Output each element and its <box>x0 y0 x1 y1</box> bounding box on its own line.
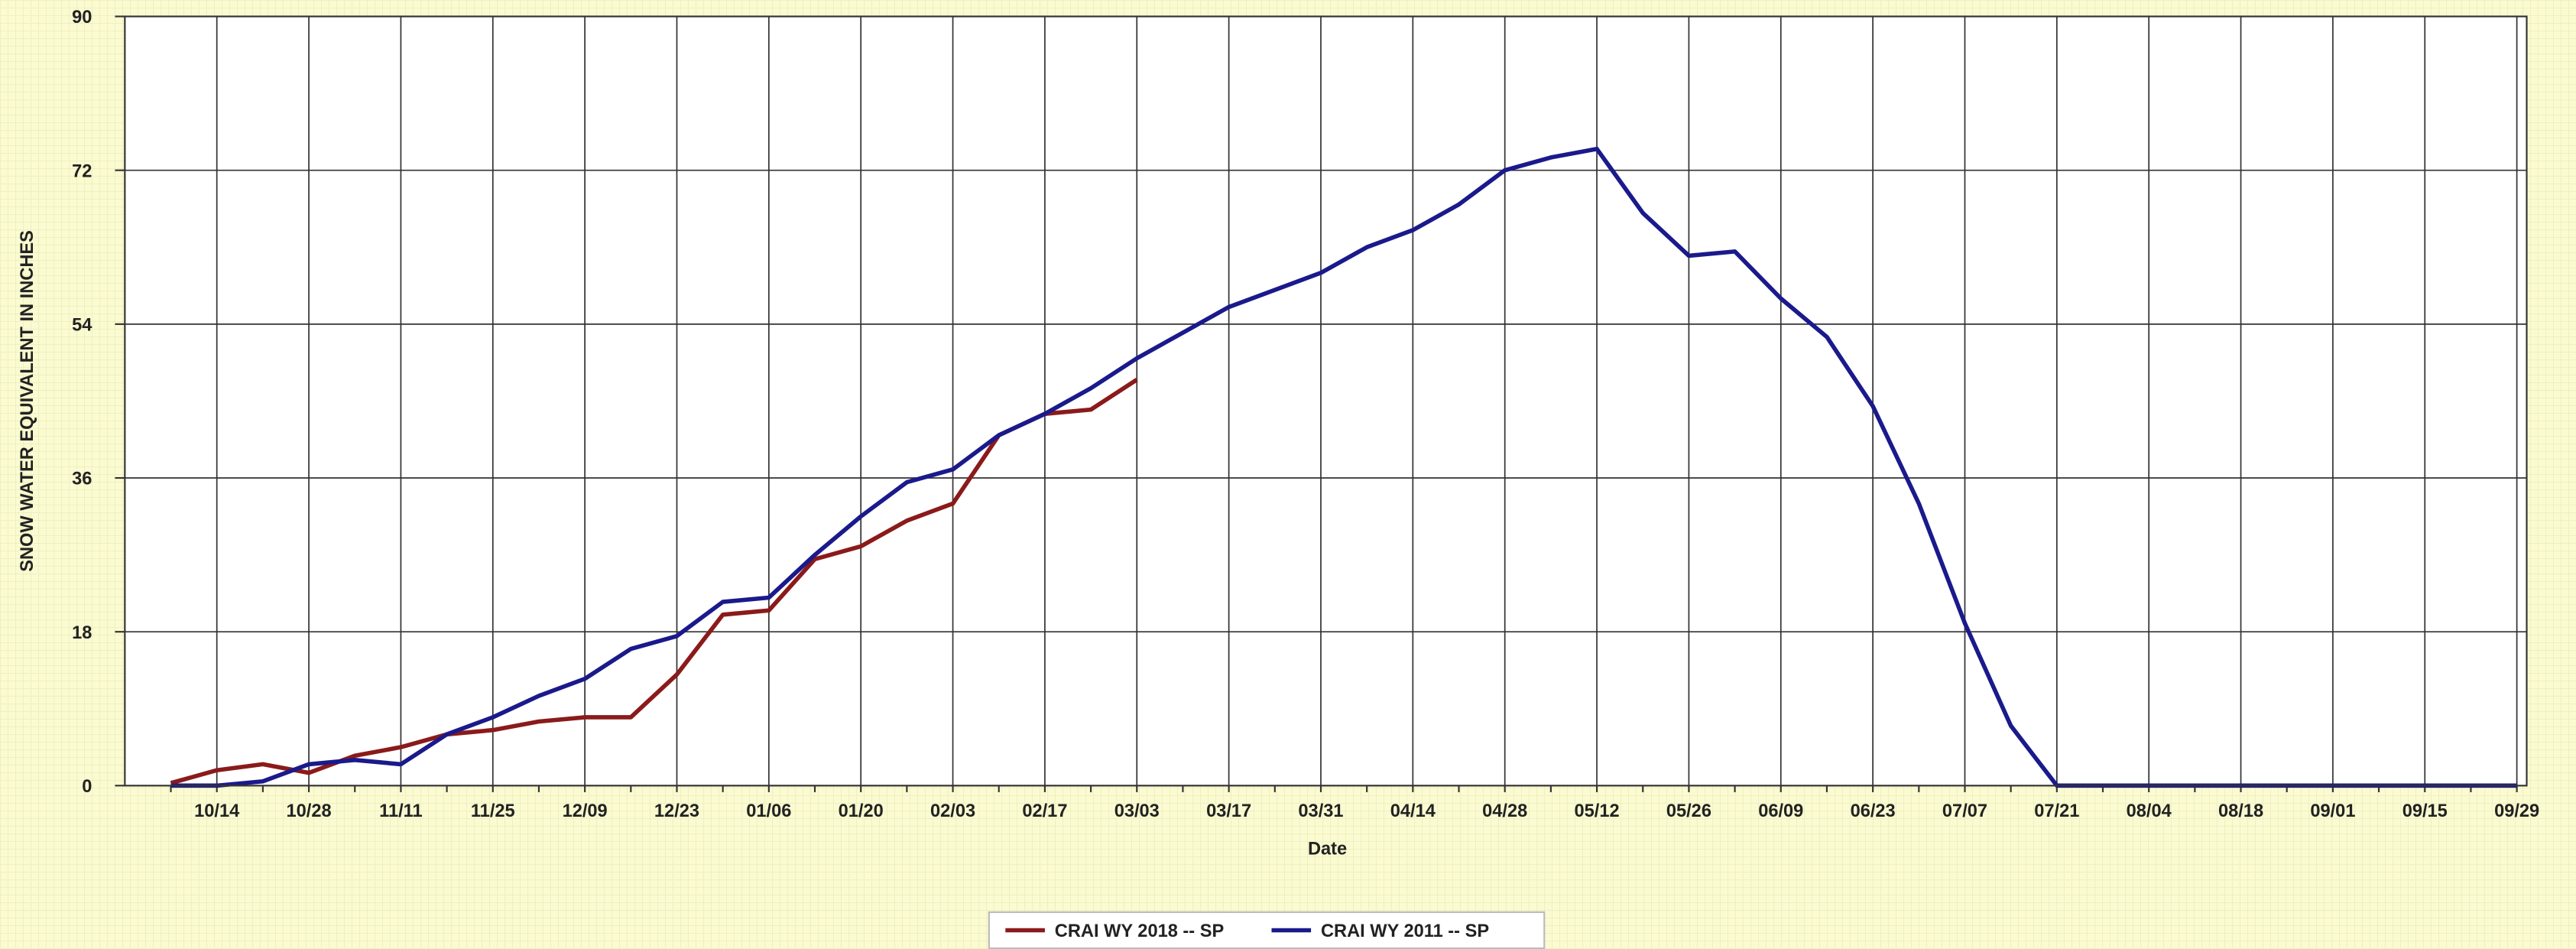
x-tick-label: 03/03 <box>1114 801 1160 821</box>
x-tick-label: 07/07 <box>1942 801 1987 821</box>
y-axis-label: SNOW WATER EQUIVALENT IN INCHES <box>18 230 37 572</box>
x-tick-label: 08/04 <box>2127 801 2172 821</box>
x-tick-label: 05/12 <box>1574 801 1619 821</box>
y-tick-label: 54 <box>72 315 92 335</box>
legend-label: CRAI WY 2018 -- SP <box>1055 921 1224 941</box>
x-tick-label: 01/20 <box>839 801 884 821</box>
x-tick-label: 06/09 <box>1758 801 1803 821</box>
x-tick-label: 04/14 <box>1390 801 1436 821</box>
x-tick-label: 10/14 <box>194 801 240 821</box>
x-tick-label: 12/23 <box>654 801 699 821</box>
x-tick-label: 10/28 <box>286 801 331 821</box>
x-tick-label: 11/25 <box>471 801 515 821</box>
y-tick-label: 0 <box>82 777 92 797</box>
x-tick-label: 03/17 <box>1206 801 1251 821</box>
x-tick-label: 01/06 <box>746 801 791 821</box>
x-axis-label: Date <box>1308 840 1347 860</box>
x-tick-label: 02/17 <box>1022 801 1067 821</box>
x-tick-label: 05/26 <box>1666 801 1711 821</box>
x-tick-label: 12/09 <box>563 801 608 821</box>
x-tick-label: 04/28 <box>1482 801 1527 821</box>
y-tick-label: 18 <box>72 623 92 643</box>
x-tick-label: 09/29 <box>2494 801 2539 821</box>
legend <box>988 911 1546 949</box>
plot-area <box>125 16 2527 786</box>
x-tick-label: 03/31 <box>1298 801 1343 821</box>
y-tick-label: 72 <box>72 161 92 181</box>
x-tick-label: 07/21 <box>2034 801 2079 821</box>
x-tick-label: 09/15 <box>2402 801 2448 821</box>
y-tick-label: 90 <box>72 8 92 28</box>
x-tick-label: 02/03 <box>930 801 975 821</box>
x-tick-label: 06/23 <box>1851 801 1896 821</box>
plot-border <box>124 15 2528 787</box>
legend-label: CRAI WY 2011 -- SP <box>1321 921 1489 941</box>
x-tick-label: 08/18 <box>2218 801 2263 821</box>
x-tick-label: 11/11 <box>379 801 423 821</box>
y-tick-label: 36 <box>72 470 92 489</box>
x-tick-label: 09/01 <box>2310 801 2355 821</box>
